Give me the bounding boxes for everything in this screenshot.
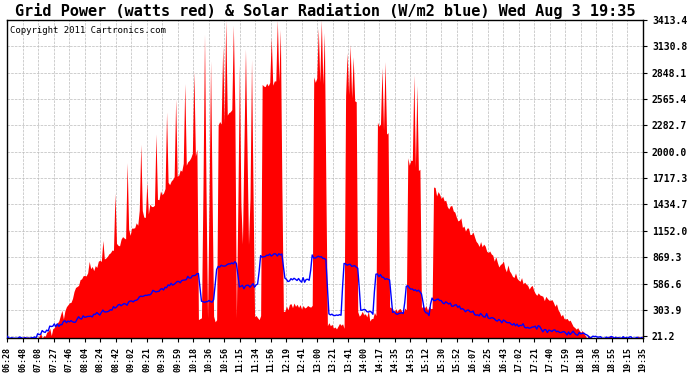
Title: Grid Power (watts red) & Solar Radiation (W/m2 blue) Wed Aug 3 19:35: Grid Power (watts red) & Solar Radiation… bbox=[15, 3, 635, 19]
Text: Copyright 2011 Cartronics.com: Copyright 2011 Cartronics.com bbox=[10, 26, 166, 35]
